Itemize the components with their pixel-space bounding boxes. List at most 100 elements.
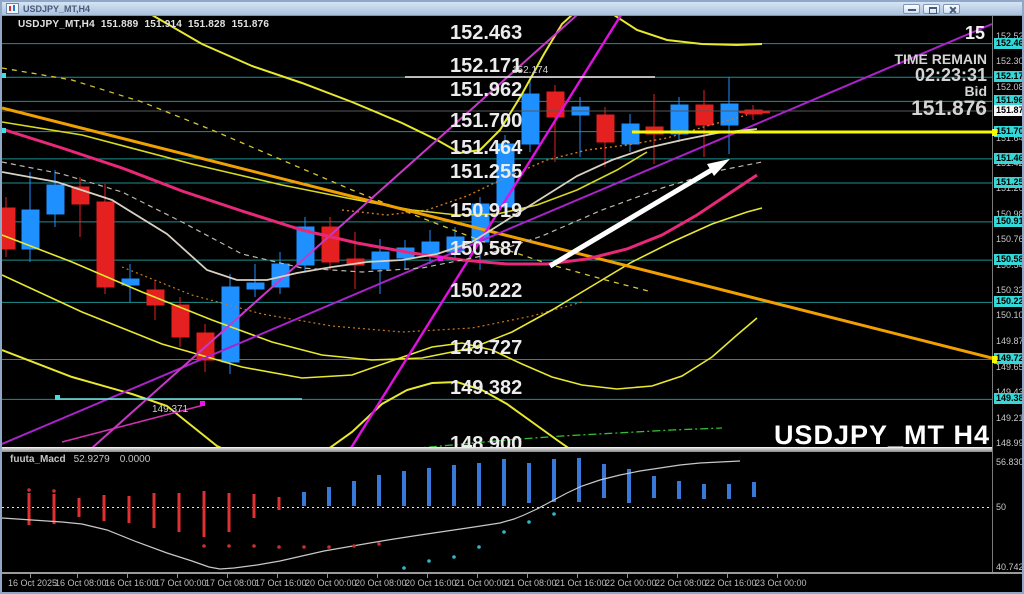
time-axis-separator	[2, 572, 1022, 574]
time-axis-label: 22 Oct 16:00	[705, 578, 757, 588]
yellow-line-axis-marker	[992, 356, 997, 364]
bid-label: Bid	[964, 83, 987, 99]
axis-price-label: 149.215	[996, 412, 1024, 423]
time-axis-tick	[427, 574, 428, 578]
candle-body	[670, 104, 689, 135]
macd-dot-cyan	[452, 555, 456, 559]
price-axis[interactable]: 152.520152.300152.080151.640151.420151.2…	[992, 16, 1024, 572]
macd-dot-cyan	[477, 545, 481, 549]
info-panel: TIME REMAIN 02:23:31 Bid 151.876	[894, 52, 987, 119]
axis-price-label: 149.435	[996, 387, 1024, 398]
magenta-trendline-steep	[350, 16, 622, 447]
macd-dot-red	[202, 544, 206, 548]
price-level-label: 148.900	[450, 432, 523, 447]
macd-dot-red	[377, 542, 381, 546]
macd-dot-cyan	[427, 559, 431, 563]
price-level-label: 151.464	[450, 136, 523, 159]
axis-level-label: 149.727	[994, 353, 1022, 365]
time-axis-tick	[277, 574, 278, 578]
macd-value-1: 52.9279	[73, 454, 110, 465]
bb-lower-inner	[2, 274, 758, 390]
candle-body	[296, 226, 315, 266]
time-axis-label: 21 Oct 16:00	[555, 578, 607, 588]
ohlc-header: USDJPY_MT,H4 151.889 151.914 151.828 151.876	[18, 19, 275, 30]
line-handle-marker	[55, 395, 60, 400]
macd-dot-cyan	[527, 520, 531, 524]
time-axis-tick	[677, 574, 678, 578]
violet-trendline-mid	[91, 16, 578, 447]
price-level-label: 149.382	[450, 377, 523, 400]
ohlc-open: 151.889	[100, 19, 139, 30]
bb-middle	[2, 207, 763, 361]
time-axis-label: 20 Oct 08:00	[355, 578, 407, 588]
minimize-button[interactable]	[903, 3, 920, 14]
clipped-big-text: 15	[965, 23, 986, 43]
panel-splitter[interactable]	[2, 447, 1022, 452]
candle-body	[2, 207, 16, 250]
dot-orange-upper	[341, 114, 748, 216]
time-axis-label: 17 Oct 00:00	[155, 578, 207, 588]
main-chart-area[interactable]: USDJPY_MT,H4 151.889 151.914 151.828 151.876…	[2, 16, 992, 447]
arrow-shaft	[548, 162, 722, 269]
candle-body	[21, 209, 40, 250]
macd-canvas[interactable]	[2, 452, 992, 572]
macd-dot-cyan	[502, 530, 506, 534]
price-level-label: 150.587	[450, 238, 523, 261]
time-axis-tick	[477, 574, 478, 578]
time-axis-tick	[177, 574, 178, 578]
ohlc-low: 151.828	[188, 19, 226, 30]
macd-axis-label: 40.7421	[996, 562, 1024, 572]
line-handle-marker	[2, 73, 6, 78]
macd-indicator-name: fuuta_Macd	[10, 454, 66, 465]
dash-yellow-diagonal	[2, 67, 653, 293]
axis-price-label: 151.640	[996, 132, 1024, 143]
dot-orange-lower	[121, 266, 583, 333]
macd-dot-red	[277, 545, 281, 549]
time-axis-label: 16 Oct 2025	[8, 578, 58, 588]
close-button[interactable]	[943, 3, 960, 14]
macd-dot-red	[27, 488, 31, 492]
candle-body	[46, 184, 65, 215]
time-axis[interactable]: 16 Oct 2025 16 Oct 08:00 16 Oct 16:00 17 Oc…	[2, 574, 1022, 592]
bid-value: 151.876	[911, 97, 987, 120]
time-axis-label: 16 Oct 16:00	[105, 578, 157, 588]
axis-price-label: 151.200	[996, 183, 1024, 194]
time-axis-label: 17 Oct 16:00	[255, 578, 307, 588]
magenta-segment	[61, 404, 205, 443]
up-arrow-annotation	[548, 159, 730, 269]
macd-dot-red	[327, 545, 331, 549]
ohlc-close: 151.876	[231, 19, 270, 30]
axis-price-label: 152.080	[996, 81, 1024, 92]
macd-panel[interactable]: fuuta_Macd 52.9279 0.0000	[2, 452, 992, 572]
axis-price-label: 149.875	[996, 336, 1024, 347]
candle-body	[421, 241, 440, 255]
candle-body	[246, 282, 265, 290]
time-axis-tick	[727, 574, 728, 578]
price-level-label: 150.919	[450, 199, 523, 222]
chart-window-titlebar[interactable]: USDJPY_MT,H4	[2, 2, 1022, 16]
time-axis-tick	[30, 574, 31, 578]
axis-price-label: 152.300	[996, 56, 1024, 67]
time-axis-tick	[77, 574, 78, 578]
axis-level-label: 150.222	[994, 296, 1022, 308]
small-price-label: 149.371	[152, 404, 189, 415]
macd-dot-red	[352, 544, 356, 548]
axis-level-label: 149.382	[994, 393, 1022, 405]
bb-lower-outer	[2, 349, 569, 447]
restore-button[interactable]	[923, 3, 940, 14]
macd-axis-label: 56.8302	[996, 457, 1024, 467]
axis-price-label: 150.320	[996, 285, 1024, 295]
bb-upper-outer	[151, 16, 763, 155]
macd-signal-line	[2, 460, 741, 570]
violet-trendline-shallow	[2, 23, 992, 445]
time-axis-tick	[127, 574, 128, 578]
main-chart-canvas[interactable]	[2, 16, 992, 447]
time-remain-label: TIME REMAIN	[894, 51, 987, 67]
time-axis-label: 20 Oct 16:00	[405, 578, 457, 588]
candle-body	[546, 91, 565, 118]
macd-indicator-header: fuuta_Macd 52.9279 0.0000	[10, 454, 160, 465]
price-level-label: 152.171	[450, 55, 523, 78]
time-axis-tick	[627, 574, 628, 578]
axis-level-label: 152.171	[994, 71, 1022, 83]
